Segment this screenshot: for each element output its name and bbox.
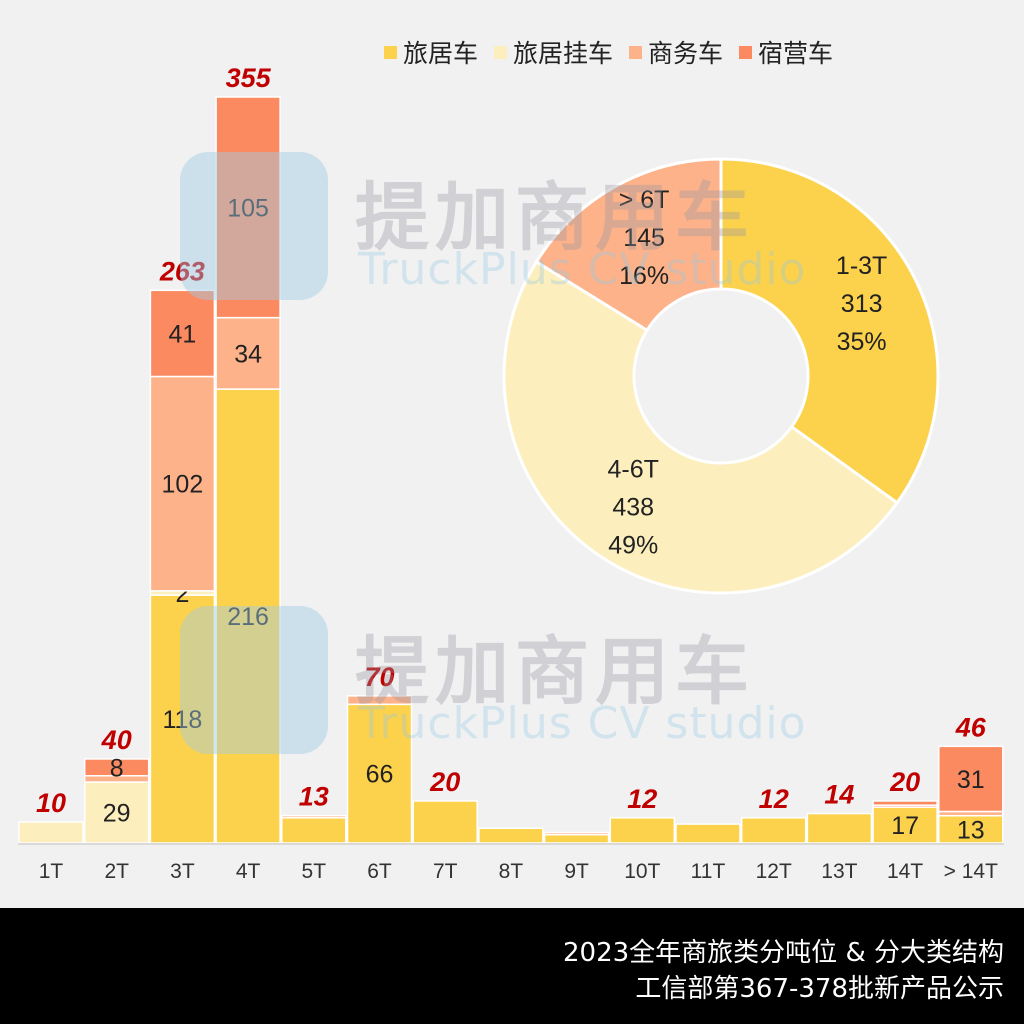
donut-slice-label: 1-3T xyxy=(836,252,887,280)
bar-segment-6T-2 xyxy=(346,695,413,706)
legend-label: 宿营车 xyxy=(758,39,834,68)
bar-segment-10T-0 xyxy=(609,817,676,844)
segment-value-label: 29 xyxy=(103,800,131,828)
bar-chart: 101T298402T1182102412633T216341053554T13… xyxy=(18,63,1004,883)
bar-segment-8T-0 xyxy=(478,827,544,844)
bar-total-label: 40 xyxy=(101,725,132,755)
donut-slice-label: 145 xyxy=(623,224,665,252)
segment-value-label: 13 xyxy=(957,816,985,844)
legend-item-trailer: 旅居挂车 xyxy=(494,34,613,70)
bar-segment-5T-2 xyxy=(281,814,347,819)
bar-total-label: 13 xyxy=(299,782,329,812)
bar-segment-2T-1 xyxy=(83,781,150,844)
legend-label: 商务车 xyxy=(648,39,724,68)
bar-segment-14T-3 xyxy=(938,745,1004,813)
donut-slice-label: 49% xyxy=(608,531,658,559)
legend-item-business: 商务车 xyxy=(629,34,723,70)
bar-total-label: 263 xyxy=(159,256,205,286)
legend-label: 旅居挂车 xyxy=(513,39,614,68)
x-tick-label: 14T xyxy=(887,860,923,883)
bar-segment-2T-3 xyxy=(83,758,150,777)
x-tick-label: 2T xyxy=(104,860,129,883)
bar-segment-3T-3 xyxy=(149,289,216,378)
bar-total-label: 20 xyxy=(429,767,460,797)
segment-value-label: 31 xyxy=(957,766,985,794)
x-tick-label: > 14T xyxy=(944,860,998,883)
bar-segment-13T-0 xyxy=(806,812,873,844)
bar-segment-7T-0 xyxy=(412,800,478,844)
bar-total-label: 12 xyxy=(759,784,789,814)
donut-chart: 1-3T 313 35% 4-6T 438 49% > 6T 145 16% xyxy=(502,157,940,595)
x-tick-label: 4T xyxy=(236,860,261,883)
segment-value-label: 8 xyxy=(110,754,124,782)
bar-segment-1T-1 xyxy=(18,821,84,844)
donut-slice-46T xyxy=(502,259,900,595)
segment-value-label: 102 xyxy=(162,471,204,499)
x-tick-label: 8T xyxy=(499,860,524,883)
segment-value-label: 34 xyxy=(234,340,262,368)
segment-value-label: 66 xyxy=(366,761,394,789)
legend-swatch xyxy=(384,45,397,59)
x-tick-label: 11T xyxy=(691,860,726,883)
x-tick-label: 3T xyxy=(170,860,195,883)
bar-segment-4T-2 xyxy=(215,316,281,390)
legend-swatch xyxy=(494,45,508,59)
x-tick-label: 10T xyxy=(624,860,660,883)
legend-item-camping: 宿营车 xyxy=(739,34,833,70)
donut-slice-6T xyxy=(534,157,723,333)
bar-segment-9T-0 xyxy=(543,833,610,844)
legend-item-rv: 旅居车 xyxy=(384,34,478,70)
bar-segment-9T-2 xyxy=(543,831,610,836)
bar-total-label: 14 xyxy=(824,780,854,810)
donut-slice-label: > 6T xyxy=(619,186,670,214)
legend-label: 旅居车 xyxy=(403,39,479,68)
bar-total-label: 20 xyxy=(889,767,920,797)
x-tick-label: 5T xyxy=(302,860,327,883)
footer-banner: 2023全年商旅类分吨位 & 分大类结构 工信部第367-378批新产品公示 xyxy=(0,908,1024,1024)
segment-value-label: 17 xyxy=(891,812,919,840)
bar-total-label: 355 xyxy=(226,63,272,93)
segment-value-label: 105 xyxy=(227,194,269,222)
x-tick-label: 6T xyxy=(367,860,392,883)
x-tick-label: 13T xyxy=(821,860,857,883)
bar-total-label: 12 xyxy=(627,784,657,814)
segment-value-label: 216 xyxy=(227,603,269,631)
donut-slice-label: 4-6T xyxy=(608,455,659,483)
segment-value-label: 41 xyxy=(168,320,196,348)
footer-subtitle: 工信部第367-378批新产品公示 xyxy=(635,974,1004,1004)
x-tick-label: 12T xyxy=(756,860,792,883)
chart-area: 101T298402T1182102412633T216341053554T13… xyxy=(18,63,1004,883)
bar-segment-11T-0 xyxy=(675,823,741,844)
donut-slice-13T xyxy=(719,157,940,505)
bar-total-label: 46 xyxy=(955,712,987,742)
legend-swatch xyxy=(739,45,753,59)
bar-segment-12T-0 xyxy=(740,817,807,844)
bar-segment-3T-2 xyxy=(149,375,216,592)
segment-value-label: 118 xyxy=(162,706,202,734)
legend-swatch xyxy=(629,45,643,59)
bar-total-label: 10 xyxy=(36,788,66,818)
bar-segment-6T-0 xyxy=(346,703,413,844)
donut-slice-label: 35% xyxy=(837,328,887,356)
bar-segment-14T-3 xyxy=(872,800,938,806)
bar-total-label: 70 xyxy=(364,662,394,692)
footer-title: 2023全年商旅类分吨位 & 分大类结构 xyxy=(563,938,1004,968)
bar-segment-5T-0 xyxy=(281,817,347,844)
donut-slice-label: 313 xyxy=(841,290,883,318)
x-tick-label: 9T xyxy=(564,860,589,883)
bar-segment-4T-3 xyxy=(215,96,281,319)
donut-slice-label: 16% xyxy=(619,262,669,290)
x-tick-label: 7T xyxy=(433,860,458,883)
donut-slice-label: 438 xyxy=(612,493,654,521)
chart-legend: 旅居车 旅居挂车 商务车 宿营车 xyxy=(384,34,849,70)
x-tick-label: 1T xyxy=(39,860,64,883)
